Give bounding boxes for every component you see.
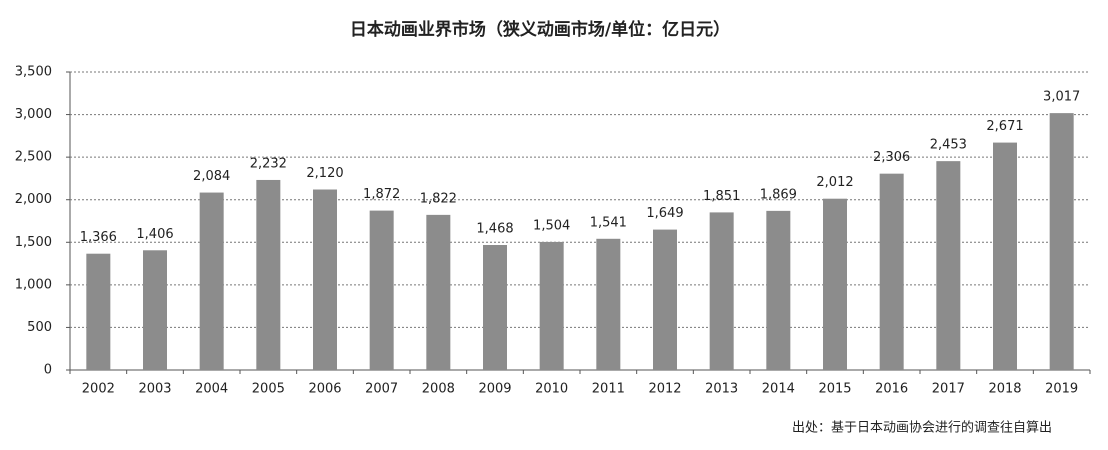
value-label: 1,649 bbox=[646, 206, 683, 221]
x-tick-label: 2014 bbox=[762, 382, 795, 397]
y-tick-label: 1,500 bbox=[15, 235, 52, 250]
value-label: 2,084 bbox=[193, 169, 230, 184]
x-tick-label: 2002 bbox=[82, 382, 115, 397]
y-tick-label: 3,500 bbox=[15, 65, 52, 80]
value-label: 1,541 bbox=[590, 215, 627, 230]
bar bbox=[766, 210, 791, 370]
x-tick-label: 2003 bbox=[138, 382, 171, 397]
value-label: 2,306 bbox=[873, 150, 910, 165]
x-tick-label: 2007 bbox=[365, 382, 398, 397]
value-label: 1,366 bbox=[80, 230, 117, 245]
bar bbox=[256, 179, 281, 370]
x-tick-label: 2005 bbox=[252, 382, 285, 397]
value-label: 2,120 bbox=[306, 166, 343, 181]
x-tick-label: 2004 bbox=[195, 382, 228, 397]
x-tick-label: 2017 bbox=[932, 382, 965, 397]
bar bbox=[313, 189, 337, 370]
bar bbox=[653, 229, 677, 370]
bar bbox=[369, 210, 394, 370]
value-label: 2,671 bbox=[986, 119, 1023, 134]
y-tick-label: 3,000 bbox=[15, 107, 52, 122]
value-label: 2,232 bbox=[250, 156, 287, 171]
x-tick-label: 2013 bbox=[705, 382, 738, 397]
bar bbox=[86, 253, 111, 370]
x-tick-label: 2015 bbox=[818, 382, 851, 397]
value-label: 1,872 bbox=[363, 187, 400, 202]
chart-title: 日本动画业界市场（狭义动画市场/单位：亿日元） bbox=[350, 19, 730, 40]
x-tick-label: 2008 bbox=[422, 382, 455, 397]
value-label: 1,468 bbox=[476, 222, 513, 237]
bar bbox=[426, 214, 451, 370]
bar bbox=[483, 245, 507, 370]
x-tick-label: 2009 bbox=[478, 382, 511, 397]
bar bbox=[1049, 113, 1074, 371]
bar bbox=[879, 173, 904, 370]
value-label: 3,017 bbox=[1043, 90, 1080, 105]
y-tick-label: 2,500 bbox=[15, 150, 52, 165]
x-tick-label: 2016 bbox=[875, 382, 908, 397]
bar bbox=[936, 161, 961, 370]
bar bbox=[143, 250, 167, 370]
value-label: 2,453 bbox=[930, 138, 967, 153]
value-label: 1,869 bbox=[760, 187, 797, 202]
x-tick-label: 2010 bbox=[535, 382, 568, 397]
x-tick-label: 2012 bbox=[648, 382, 681, 397]
bar bbox=[539, 241, 564, 370]
x-tick-label: 2006 bbox=[308, 382, 341, 397]
bar bbox=[596, 238, 621, 370]
value-label: 1,851 bbox=[703, 189, 740, 204]
x-tick-label: 2011 bbox=[592, 382, 625, 397]
y-tick-label: 0 bbox=[44, 363, 52, 378]
bar bbox=[709, 212, 734, 370]
x-tick-label: 2018 bbox=[988, 382, 1021, 397]
y-tick-label: 1,000 bbox=[15, 277, 52, 292]
value-label: 1,406 bbox=[136, 227, 173, 242]
bar bbox=[823, 198, 847, 370]
value-label: 2,012 bbox=[816, 175, 853, 190]
value-label: 1,822 bbox=[420, 191, 457, 206]
source-note: 出处：基于日本动画协会进行的调查往自算出 bbox=[792, 420, 1052, 436]
y-tick-label: 500 bbox=[27, 320, 52, 335]
y-tick-label: 2,000 bbox=[15, 192, 52, 207]
value-label: 1,504 bbox=[533, 218, 570, 233]
x-tick-label: 2019 bbox=[1045, 382, 1078, 397]
bar bbox=[199, 192, 224, 370]
bar bbox=[993, 142, 1017, 370]
